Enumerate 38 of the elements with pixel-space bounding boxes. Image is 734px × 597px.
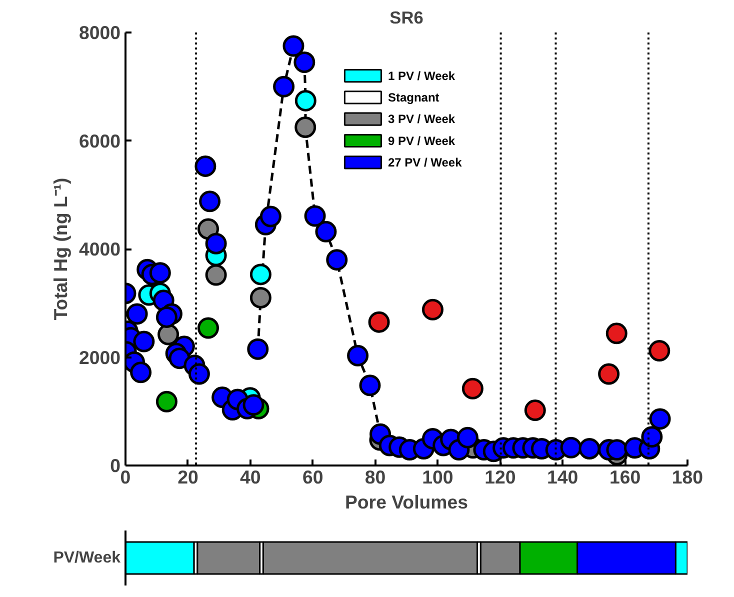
y-tick-label: 6000 [78, 130, 121, 152]
x-tick-label: 180 [672, 466, 704, 488]
y-tick-label: 2000 [78, 346, 121, 368]
x-tick-label: 60 [302, 466, 324, 488]
point [294, 90, 316, 112]
point [156, 390, 178, 412]
x-tick-label: 40 [240, 466, 261, 488]
x-tick-label: 160 [609, 466, 641, 488]
point [368, 311, 390, 333]
y-axis-title: Total Hg (ng L⁻¹) [50, 178, 71, 320]
y-tick-label: 4000 [78, 238, 121, 260]
y-tick-label: 8000 [78, 22, 121, 43]
bar [196, 541, 261, 575]
x-tick-label: 140 [547, 466, 578, 488]
point [606, 322, 628, 344]
point [524, 400, 546, 422]
point [422, 298, 444, 320]
point [250, 286, 272, 308]
legend-label: 9 PV / Week [388, 134, 456, 148]
legend-label: 27 PV / Week [388, 155, 462, 170]
point [250, 264, 272, 286]
legend-label: Stagnant [388, 90, 440, 104]
x-tick-label: 120 [484, 466, 516, 488]
chart-title: SR6 [390, 8, 424, 28]
x-tick-label: 20 [178, 466, 198, 488]
point [294, 116, 316, 138]
y-tick-label: PV/Week [53, 550, 121, 566]
point [197, 317, 219, 339]
bar [262, 541, 478, 575]
legend-label: 1 PV / Week [388, 68, 456, 83]
point [462, 378, 484, 400]
x-tick-label: 100 [422, 466, 454, 488]
x-axis-title: Pore Volumes [344, 492, 468, 512]
point [598, 363, 620, 385]
point [205, 264, 227, 286]
legend-label: 3 PV / Week [388, 112, 456, 126]
point [648, 340, 670, 362]
x-tick-label: 80 [364, 466, 386, 488]
